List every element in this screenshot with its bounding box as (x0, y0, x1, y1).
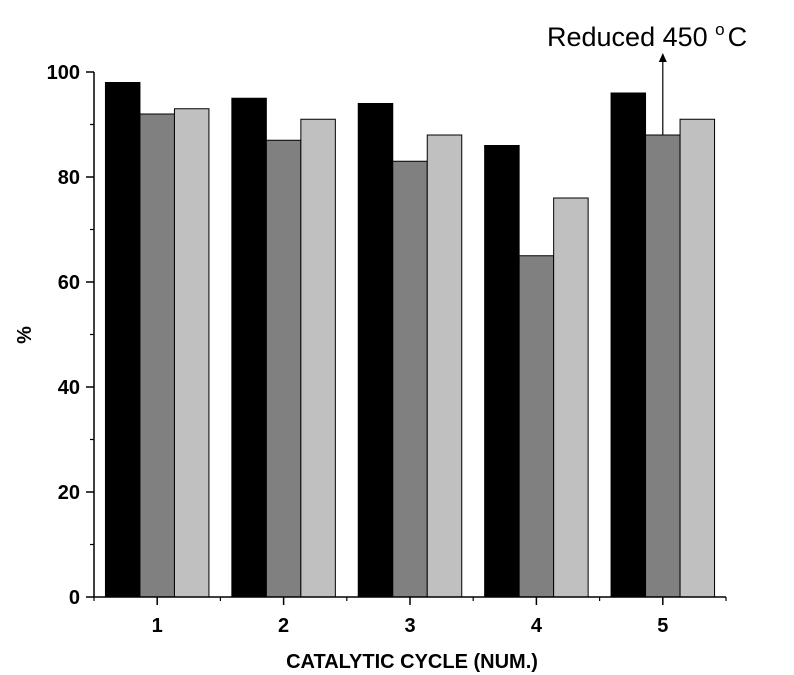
bar-cycle-3-series-2 (392, 160, 428, 598)
annotation-arrow-head (658, 53, 667, 62)
y-tick-label-80: 80 (58, 167, 80, 189)
bar-cycle-3-series-3 (426, 134, 463, 598)
bar-cycle-3-series-1 (357, 103, 394, 598)
x-tick-label-2: 2 (278, 615, 289, 637)
bar-cycle-5-series-1 (610, 92, 647, 598)
bar-cycle-2-series-1 (231, 97, 267, 598)
x-tick-label-5: 5 (657, 615, 668, 637)
y-tick-label-100: 100 (47, 62, 80, 84)
y-axis-title: % (14, 326, 36, 344)
bar-cycle-5-series-3 (679, 118, 716, 598)
y-tick-label-20: 20 (58, 482, 80, 504)
bar-cycle-4-series-1 (484, 145, 520, 598)
bars-group (104, 82, 716, 598)
y-tick-label-40: 40 (58, 377, 80, 399)
bar-cycle-1-series-3 (173, 108, 210, 598)
bar-cycle-1-series-2 (139, 113, 175, 598)
annotation-unit: C (728, 22, 748, 52)
annotation-superscript: o (715, 20, 724, 39)
annotation-text: Reduced 450 (547, 22, 715, 52)
bar-cycle-2-series-3 (300, 118, 336, 598)
bar-cycle-2-series-2 (265, 139, 302, 598)
x-tick-label-3: 3 (404, 615, 415, 637)
bar-cycle-5-series-2 (645, 134, 681, 598)
bar-cycle-4-series-2 (518, 255, 555, 598)
ticks-group: 0 20 40 60 80 100 1 2 3 4 5 (47, 62, 727, 637)
x-tick-label-4: 4 (531, 615, 543, 637)
bar-cycle-4-series-3 (553, 197, 589, 598)
x-tick-label-1: 1 (152, 615, 163, 637)
bar-cycle-1-series-1 (104, 82, 141, 598)
y-tick-label-0: 0 (69, 587, 80, 609)
x-axis-title: CATALYTIC CYCLE (NUM.) (286, 651, 538, 673)
y-tick-label-60: 60 (58, 272, 80, 294)
